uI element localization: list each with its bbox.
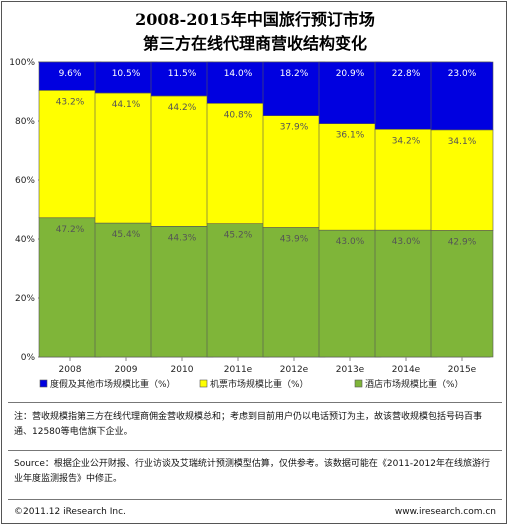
data-label: 34.2% <box>392 136 421 146</box>
copyright: ©2011.12 iResearch Inc. <box>14 507 126 517</box>
data-label: 47.2% <box>56 225 85 235</box>
bar-segment <box>430 230 494 358</box>
bar-segment <box>206 103 270 224</box>
x-tick-label: 2012e <box>280 365 309 375</box>
data-label: 45.4% <box>112 230 141 240</box>
x-tick-label: 2008 <box>59 365 82 375</box>
bar-segment <box>262 115 326 228</box>
divider-bottom <box>8 499 502 500</box>
bar-segment <box>318 229 382 358</box>
y-tick-label: 60% <box>15 176 35 186</box>
data-label: 36.1% <box>336 131 365 141</box>
y-tick-label: 20% <box>15 294 35 304</box>
bar-segment <box>374 61 438 130</box>
chart-title-line1: 2008-2015年中国旅行预订市场 <box>135 10 375 29</box>
bar-segment <box>38 90 102 219</box>
x-tick-label: 2014e <box>392 365 421 375</box>
x-tick-label: 2009 <box>115 365 138 375</box>
bar-segment <box>262 227 326 358</box>
x-tick-label: 2010 <box>171 365 194 375</box>
data-label: 11.5% <box>168 69 197 79</box>
x-tick-label: 2013e <box>336 365 365 375</box>
data-label: 43.9% <box>280 234 309 244</box>
data-label: 42.9% <box>448 237 477 247</box>
website-link: www.iresearch.com.cn <box>394 507 496 517</box>
data-label: 45.2% <box>224 231 253 241</box>
bar-segment <box>374 229 438 358</box>
bar-segment <box>150 226 214 358</box>
bar-segment <box>94 61 158 94</box>
chart-title-line2: 第三方在线代理商营收结构变化 <box>142 34 367 53</box>
bar-segment <box>94 222 158 358</box>
bar-segment <box>206 223 270 358</box>
legend-label: 度假及其他市场规模比重（%） <box>50 378 176 390</box>
divider-middle <box>8 450 502 451</box>
chart-note: 注：营收规模指第三方在线代理商佣金营收规模总和；考虑到目前用户仍以电话预订为主，… <box>14 412 483 437</box>
data-label: 44.3% <box>168 233 197 243</box>
bar-segment <box>318 61 382 124</box>
data-label: 23.0% <box>448 69 477 79</box>
bar-segment <box>38 217 102 358</box>
legend-swatch <box>39 379 48 388</box>
data-label: 20.9% <box>336 69 365 79</box>
data-label: 44.2% <box>168 103 197 113</box>
legend-swatch <box>199 379 208 388</box>
bar-segment <box>262 61 326 116</box>
y-tick-label: 0% <box>21 353 36 363</box>
bar-segment <box>430 129 494 231</box>
data-label: 22.8% <box>392 69 421 79</box>
y-tick-label: 40% <box>15 235 35 245</box>
data-label: 40.8% <box>224 110 253 120</box>
y-tick-label: 100% <box>9 58 35 68</box>
legend-label: 酒店市场规模比重（%） <box>365 378 464 390</box>
data-label: 43.2% <box>56 97 85 107</box>
chart-source: Source：根据企业公开财报、行业访谈及艾瑞统计预测模型估算，仅供参考。该数据… <box>14 459 490 484</box>
legend-swatch <box>354 379 363 388</box>
bar-segment <box>430 61 494 131</box>
data-label: 43.0% <box>336 237 365 247</box>
bar-segment <box>150 95 214 227</box>
x-tick-label: 2015e <box>448 365 477 375</box>
data-label: 10.5% <box>112 69 141 79</box>
x-tick-label: 2011e <box>224 365 253 375</box>
data-label: 37.9% <box>280 123 309 133</box>
stacked-bar-chart: 0% 20% 40% 60% 80% 100% 47.2% 43.2% 9.6% 2008 45.4… <box>9 58 494 390</box>
data-label: 14.0% <box>224 69 253 79</box>
bar-segment <box>38 61 102 91</box>
data-label: 9.6% <box>59 69 82 79</box>
data-label: 18.2% <box>280 69 309 79</box>
legend-label: 机票市场规模比重（%） <box>210 378 309 390</box>
data-label: 44.1% <box>112 100 141 110</box>
bar-segment <box>206 61 270 104</box>
y-tick-label: 80% <box>15 117 35 127</box>
bar-segment <box>150 61 214 97</box>
data-label: 34.1% <box>448 137 477 147</box>
data-label: 43.0% <box>392 237 421 247</box>
divider-top <box>8 402 502 403</box>
bar-segment <box>94 92 158 224</box>
